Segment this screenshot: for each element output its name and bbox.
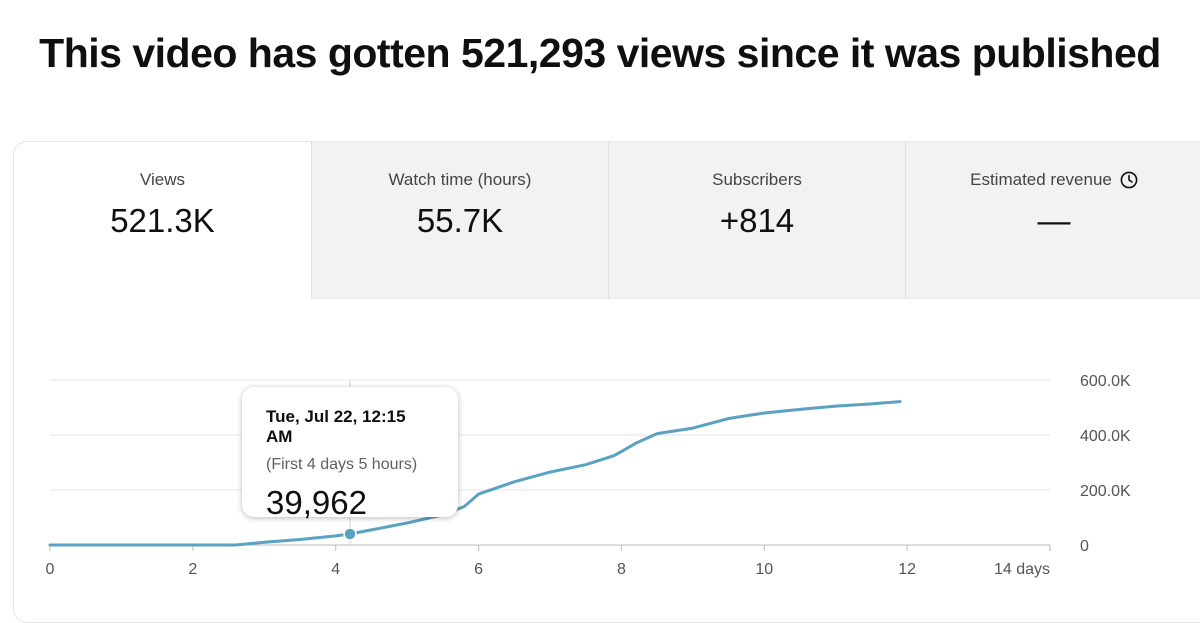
x-axis-ticks: 0 2 4 6 8 10 12 14 days <box>46 545 1051 578</box>
metric-label-text: Watch time (hours) <box>388 170 532 189</box>
y-tick-label: 600.0K <box>1080 373 1131 390</box>
metric-label-text: Subscribers <box>712 170 802 189</box>
metric-value: — <box>1037 202 1071 239</box>
tooltip-subtitle: (First 4 days 5 hours) <box>266 456 418 473</box>
chart-series <box>48 400 902 547</box>
metric-label: Subscribers <box>609 170 905 190</box>
tooltip-value: 39,962 <box>266 484 367 521</box>
x-tick-label: 0 <box>46 561 55 578</box>
tooltip-date: Tue, Jul 22, 12:15 AM <box>266 407 406 446</box>
metric-label: Views <box>14 170 311 190</box>
clock-icon[interactable] <box>1120 171 1138 189</box>
x-tick-label: 12 <box>898 561 916 578</box>
metric-tab-subscribers[interactable]: Subscribers +814 <box>608 142 905 299</box>
metric-tab-views[interactable]: Views 521.3K <box>14 142 311 299</box>
analytics-card: Views 521.3K Watch time (hours) 55.7K Su… <box>13 141 1200 623</box>
y-tick-label: 200.0K <box>1080 483 1131 500</box>
metric-label-text: Estimated revenue <box>970 170 1112 189</box>
metric-label: Watch time (hours) <box>312 170 608 190</box>
series-line-views <box>48 400 902 547</box>
highlight-layer <box>343 527 357 541</box>
highlight-point[interactable] <box>343 527 357 541</box>
y-axis-ticks: 0 200.0K 400.0K 600.0K <box>1080 373 1131 555</box>
metric-value: 55.7K <box>416 202 504 239</box>
x-tick-label: 14 days <box>994 561 1050 578</box>
chart-tooltip: Tue, Jul 22, 12:15 AM (First 4 days 5 ho… <box>242 387 458 521</box>
metric-tab-estimated-revenue[interactable]: Estimated revenue — <box>905 142 1200 299</box>
metric-value: 521.3K <box>110 202 215 239</box>
y-tick-label: 0 <box>1080 538 1089 555</box>
x-tick-label: 6 <box>474 561 483 578</box>
x-tick-label: 10 <box>755 561 773 578</box>
metric-label: Estimated revenue <box>906 170 1200 190</box>
metric-tabs: Views 521.3K Watch time (hours) 55.7K Su… <box>14 142 1200 299</box>
metric-label-text: Views <box>139 170 186 189</box>
page-headline: This video has gotten 521,293 views sinc… <box>39 30 1161 76</box>
x-tick-label: 4 <box>331 561 340 578</box>
x-tick-label: 2 <box>188 561 197 578</box>
metric-value: +814 <box>719 202 795 239</box>
y-tick-label: 400.0K <box>1080 428 1131 445</box>
metric-tab-watch-time[interactable]: Watch time (hours) 55.7K <box>311 142 608 299</box>
x-tick-label: 8 <box>617 561 626 578</box>
chart-grid <box>50 379 1050 546</box>
